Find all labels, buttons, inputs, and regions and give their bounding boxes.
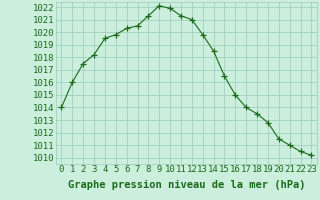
- X-axis label: Graphe pression niveau de la mer (hPa): Graphe pression niveau de la mer (hPa): [68, 180, 305, 190]
